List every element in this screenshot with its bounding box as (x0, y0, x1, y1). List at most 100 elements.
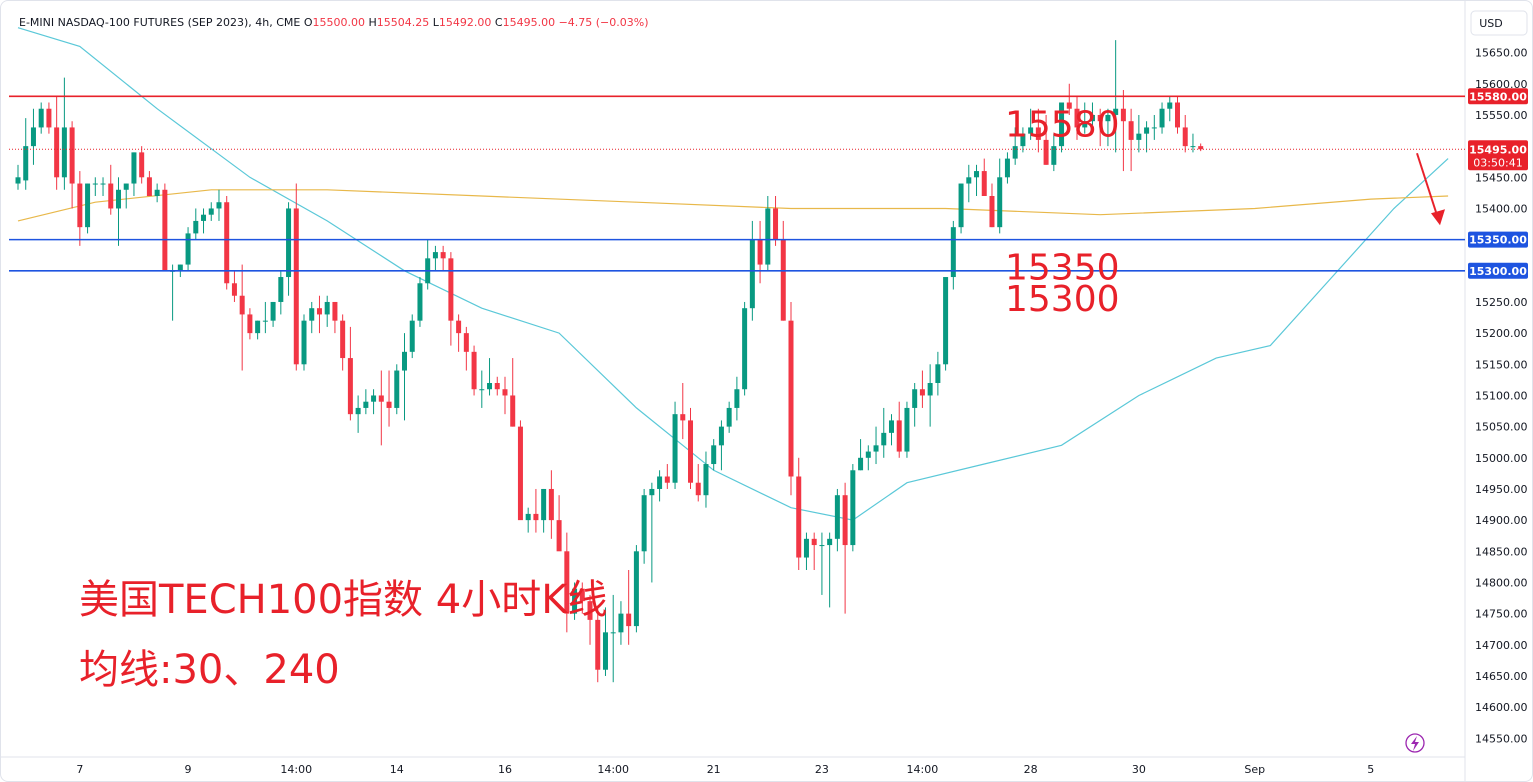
candle-body (564, 551, 570, 614)
y-tick-label: 14900.00 (1475, 514, 1528, 527)
candle-body (981, 171, 987, 196)
candle-body (1020, 133, 1026, 147)
candle-body (1144, 127, 1150, 134)
candle (162, 183, 168, 271)
y-tick-label: 15000.00 (1475, 452, 1528, 465)
candle (494, 376, 500, 396)
candle-body (626, 613, 632, 627)
candle (1159, 102, 1165, 134)
candle-body (997, 177, 1003, 228)
lightning-icon[interactable] (1405, 733, 1425, 753)
candle (1004, 152, 1010, 184)
y-tick-label: 14800.00 (1475, 576, 1528, 589)
currency-label: USD (1479, 17, 1503, 30)
candle-body (332, 301, 338, 321)
candle-body (1113, 108, 1119, 115)
candle (873, 426, 879, 465)
chart-caption-subtitle: 均线:30、240 (79, 647, 340, 693)
candle-body (618, 613, 624, 633)
candle (641, 488, 647, 564)
candle-body (394, 370, 400, 408)
candle (1190, 133, 1196, 153)
candle-body (1066, 102, 1072, 109)
candle (688, 407, 694, 489)
candle-body (487, 383, 493, 390)
candle-body (208, 208, 214, 215)
x-tick-label: 14 (390, 763, 404, 776)
candle-body (510, 395, 516, 427)
candle-body (193, 220, 199, 234)
candle (850, 464, 856, 552)
currency-button[interactable]: USD (1470, 10, 1528, 36)
candle-body (757, 239, 763, 265)
candle-body (595, 619, 601, 670)
candle (1151, 114, 1157, 140)
candle (904, 401, 910, 458)
candle-body (1028, 127, 1034, 134)
candle (1043, 114, 1049, 165)
candle (1020, 127, 1026, 153)
candle (115, 177, 121, 246)
candle-body (641, 495, 647, 552)
candle-body (262, 320, 268, 322)
candle (85, 183, 91, 234)
candle-body (324, 301, 330, 315)
candle (448, 252, 454, 346)
candle (1136, 114, 1142, 153)
candle-body (726, 407, 732, 427)
candle-body (355, 407, 361, 415)
candle (239, 264, 245, 371)
candle-body (943, 277, 949, 365)
candle-body (796, 476, 802, 558)
candle-body (239, 295, 245, 315)
candle (765, 196, 771, 271)
candle (363, 389, 369, 415)
legend-o-value: 15500.00 (313, 16, 369, 29)
candle-body (23, 146, 29, 181)
candle-body (966, 177, 972, 184)
candle (1097, 108, 1103, 147)
candle-body (734, 389, 740, 408)
candle-body (270, 301, 276, 321)
candle (718, 420, 724, 471)
candle-body (989, 196, 995, 228)
legend-change: −4.75 (−0.03%) (559, 16, 649, 29)
y-tick-label: 15200.00 (1475, 327, 1528, 340)
candle-body (1198, 146, 1204, 150)
candle (881, 407, 887, 458)
candle-body (15, 177, 21, 184)
candle-body (1097, 114, 1103, 122)
current-price-tag (1468, 140, 1528, 171)
candle (788, 301, 794, 496)
candle (919, 370, 925, 408)
candle (402, 333, 407, 421)
candle-body (347, 358, 353, 415)
candle-body (440, 252, 446, 259)
candle (1012, 127, 1018, 165)
candle (69, 121, 75, 209)
candle-body (162, 189, 168, 271)
y-tick-label: 15400.00 (1475, 202, 1528, 215)
candle (201, 208, 207, 234)
candle (811, 532, 817, 570)
x-tick-label: 14:00 (907, 763, 939, 776)
candle (943, 277, 949, 371)
candle (371, 389, 377, 415)
candle (340, 314, 346, 371)
legend-h-value: 15504.25 (377, 16, 433, 29)
candle-body (216, 202, 222, 209)
candle (146, 171, 152, 196)
candle (680, 383, 686, 440)
candle (796, 457, 802, 570)
candle (61, 77, 67, 190)
candle-body (1012, 146, 1018, 159)
level-annotation-text: 15300 (1005, 279, 1120, 320)
candle-body (316, 308, 322, 315)
candle (309, 301, 315, 334)
candle-body (463, 333, 469, 352)
candle (803, 532, 809, 570)
candle (425, 239, 431, 290)
candle (193, 208, 199, 240)
candle-body (711, 445, 717, 465)
